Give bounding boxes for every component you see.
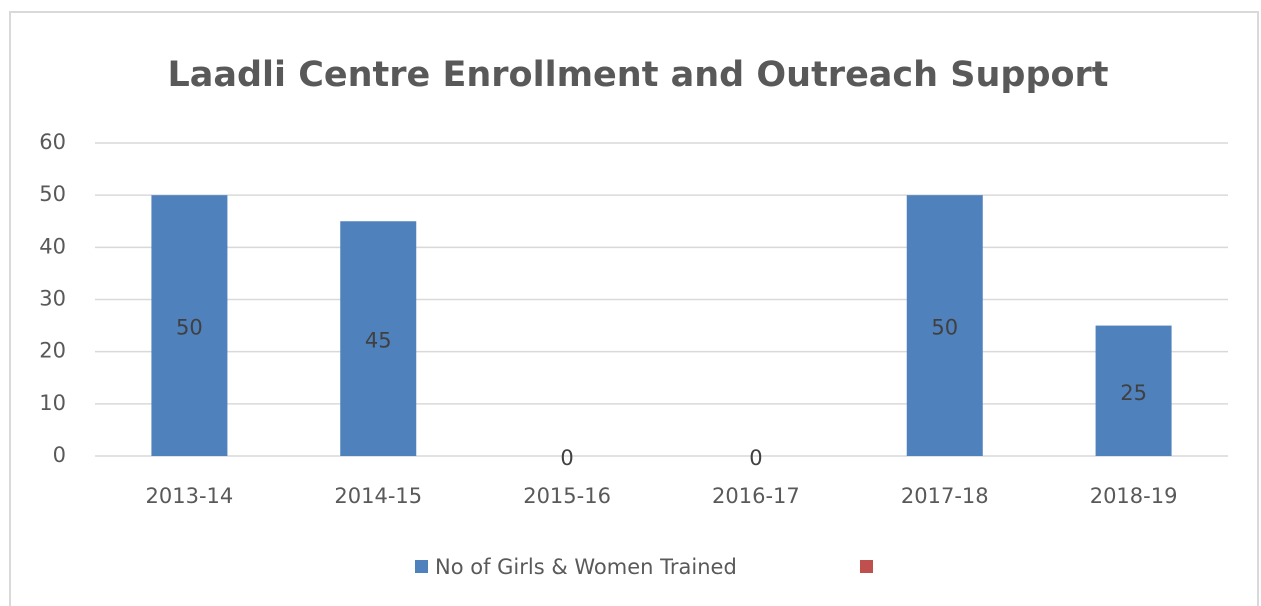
- y-tick-label: 50: [39, 182, 66, 206]
- chart-title: Laadli Centre Enrollment and Outreach Su…: [167, 55, 1108, 95]
- bar: [1095, 325, 1172, 456]
- bar: [151, 195, 228, 456]
- x-tick-label: 2013-14: [146, 484, 234, 508]
- data-label: 45: [365, 329, 392, 353]
- data-label: 0: [560, 446, 573, 470]
- bar: [340, 221, 417, 456]
- data-label: 50: [931, 316, 958, 340]
- x-tick-label: 2014-15: [334, 484, 422, 508]
- data-label: 0: [749, 446, 762, 470]
- x-tick-label: 2015-16: [523, 484, 611, 508]
- bar: [906, 195, 983, 456]
- y-tick-label: 20: [39, 339, 66, 363]
- y-tick-label: 60: [39, 130, 66, 154]
- y-tick-label: 40: [39, 234, 66, 258]
- legend-swatch: [860, 560, 873, 573]
- x-tick-label: 2018-19: [1090, 484, 1178, 508]
- x-tick-label: 2016-17: [712, 484, 800, 508]
- data-label: 50: [176, 316, 203, 340]
- data-label: 25: [1120, 381, 1147, 405]
- y-tick-label: 30: [39, 287, 66, 311]
- legend-label: No of Girls & Women Trained: [435, 555, 737, 579]
- legend-swatch: [415, 560, 428, 573]
- y-tick-label: 10: [39, 391, 66, 415]
- x-tick-label: 2017-18: [901, 484, 989, 508]
- y-tick-label: 0: [53, 443, 66, 467]
